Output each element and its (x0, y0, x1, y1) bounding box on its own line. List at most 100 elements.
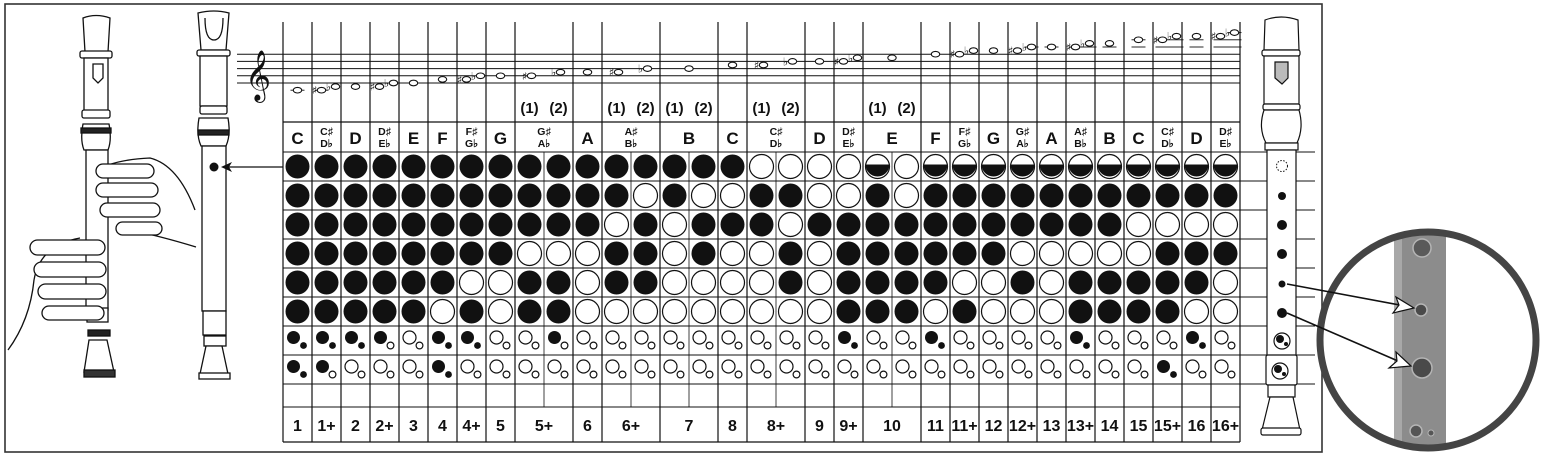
open-hole (386, 341, 395, 350)
open-hole (487, 269, 514, 296)
closed-hole (517, 270, 542, 295)
closed-hole (358, 342, 365, 349)
note-name-flat: G♭ (958, 138, 971, 150)
open-hole (574, 298, 601, 325)
note-name: B (683, 129, 695, 148)
open-hole (663, 359, 678, 374)
fingering-number: 10 (883, 418, 901, 435)
open-hole (821, 370, 830, 379)
note-column: D♯E♭ ♯ ♭ 16+ (1211, 22, 1242, 442)
thumb-hole-marker (209, 162, 219, 172)
fingering-number: 9+ (839, 418, 857, 435)
note-head (1104, 40, 1115, 47)
closed-hole (691, 212, 716, 237)
note-head (555, 68, 566, 76)
open-hole (1040, 359, 1055, 374)
note-head (582, 68, 593, 76)
open-hole (1098, 359, 1113, 374)
closed-hole (432, 360, 445, 373)
closed-hole (691, 154, 716, 179)
fingering-number: 9 (815, 418, 824, 435)
closed-hole (604, 183, 629, 208)
note-column: F 11 (922, 22, 951, 442)
fingering-number: 1+ (317, 418, 335, 435)
closed-hole (488, 212, 513, 237)
hole-2-icon (1277, 220, 1287, 230)
open-hole (661, 269, 688, 296)
note-column: E3 (401, 22, 429, 442)
note-column: C♯D♭ ♯ ♭ 1+ (312, 22, 342, 442)
open-hole (1024, 341, 1033, 350)
closed-hole (952, 183, 977, 208)
closed-hole (662, 183, 687, 208)
open-hole (895, 330, 910, 345)
fingering (545, 154, 572, 379)
open-hole (547, 359, 562, 374)
closed-hole (575, 183, 600, 208)
closed-hole (894, 270, 919, 295)
fingering-number: 5 (496, 418, 505, 435)
sharp-sign: ♯ (950, 48, 955, 61)
open-hole (487, 298, 514, 325)
closed-hole (981, 212, 1006, 237)
fingering-number: 13 (1043, 418, 1061, 435)
fingering-number: 15+ (1154, 418, 1181, 435)
open-hole (1127, 359, 1142, 374)
sharp-sign: ♯ (457, 73, 462, 86)
open-hole (966, 370, 975, 379)
note-head (374, 83, 385, 90)
closed-hole (836, 212, 861, 237)
open-hole (705, 341, 714, 350)
open-hole (574, 269, 601, 296)
fingering-number: 6 (583, 418, 592, 435)
open-hole (835, 153, 862, 180)
open-hole (663, 330, 678, 345)
open-hole (951, 269, 978, 296)
flat-sign: ♭ (1022, 41, 1027, 54)
fingering (487, 154, 514, 379)
closed-hole (517, 183, 542, 208)
open-hole (1111, 370, 1120, 379)
closed-hole (981, 241, 1006, 266)
half-hole (1125, 153, 1152, 180)
open-hole (866, 330, 881, 345)
open-hole (518, 359, 533, 374)
note-column: F4 (429, 22, 458, 442)
closed-hole (517, 212, 542, 237)
note-name-sharp: C♯ (770, 126, 784, 138)
open-hole (953, 359, 968, 374)
closed-hole (287, 360, 300, 373)
closed-hole (459, 212, 484, 237)
open-hole (719, 269, 746, 296)
note-column: (1) (2) G♯A♭ ♯ ♭ 5+ (516, 22, 574, 442)
note-head (852, 54, 863, 62)
open-hole (1212, 269, 1239, 296)
fingering (864, 153, 891, 379)
open-hole (531, 341, 540, 350)
fingering (1125, 153, 1152, 379)
closed-hole (1010, 212, 1035, 237)
note-column: C♯D♭ ♯ ♭ 15+ (1153, 22, 1184, 442)
open-hole (866, 359, 881, 374)
note-head (988, 47, 999, 54)
note-column: F♯G♭ ♯ ♭ 11+ (950, 22, 980, 442)
closed-hole (604, 270, 629, 295)
closed-hole (1213, 241, 1238, 266)
closed-hole (1097, 270, 1122, 295)
open-hole (835, 182, 862, 209)
open-hole (806, 182, 833, 209)
open-hole (560, 341, 569, 350)
closed-hole (1155, 241, 1180, 266)
fingering-number: 12+ (1009, 418, 1036, 435)
note-name-flat: E♭ (1220, 138, 1232, 150)
note-name-sharp: G♯ (1016, 126, 1030, 138)
note-head (727, 61, 738, 69)
note-head (1215, 32, 1226, 40)
closed-hole (1170, 371, 1177, 378)
note-name: D (1190, 129, 1202, 148)
closed-hole (894, 299, 919, 324)
fingering (1154, 153, 1181, 378)
closed-hole (1184, 241, 1209, 266)
open-hole (806, 240, 833, 267)
closed-hole (445, 371, 452, 378)
